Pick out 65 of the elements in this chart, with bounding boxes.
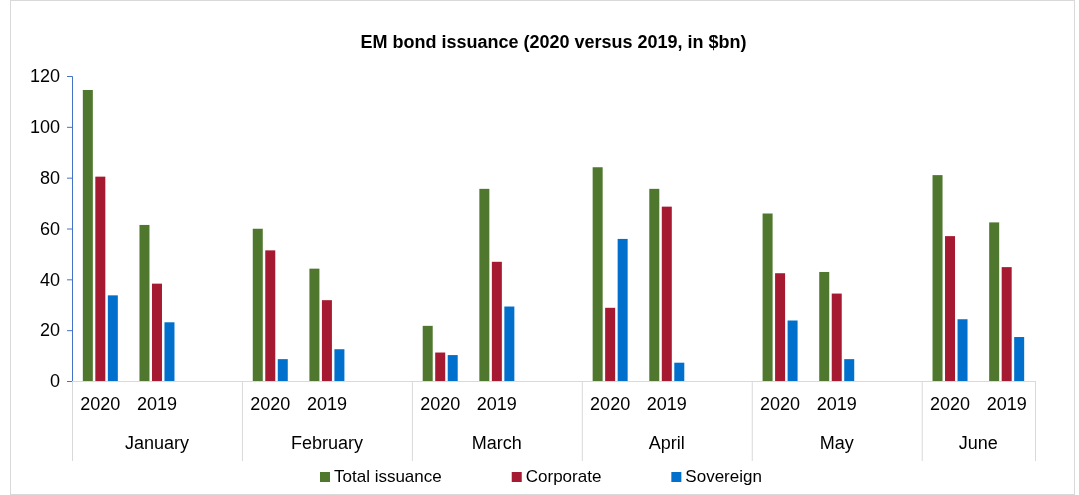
bar — [787, 320, 798, 381]
bar — [945, 236, 956, 381]
x-tick-label: 2019 — [136, 394, 177, 414]
x-tick-label: 2020 — [590, 394, 631, 414]
x-tick-label: 2020 — [420, 394, 461, 414]
x-tick-label: 2020 — [250, 394, 291, 414]
bar — [164, 322, 175, 381]
bar — [265, 250, 276, 381]
bar — [989, 222, 1000, 381]
x-tick-label: 2020 — [930, 394, 971, 414]
bar — [504, 306, 515, 381]
bar — [649, 188, 660, 381]
bar — [334, 349, 345, 381]
y-tick-label: 0 — [49, 371, 60, 392]
bar — [321, 300, 332, 381]
bar — [775, 273, 786, 381]
bar — [1001, 267, 1012, 381]
legend-label: Corporate — [525, 467, 602, 486]
bar — [605, 307, 616, 381]
bar — [252, 228, 263, 381]
x-tick-label: 2019 — [816, 394, 857, 414]
bar — [617, 238, 628, 381]
y-tick-label: 80 — [39, 167, 60, 188]
y-tick-label: 40 — [39, 269, 60, 290]
text: June — [958, 433, 998, 453]
legend-label: Sovereign — [685, 467, 762, 486]
text: May — [819, 433, 854, 453]
x-tick-label: 2019 — [986, 394, 1027, 414]
bar — [661, 206, 672, 381]
text: February — [290, 433, 363, 453]
x-tick-label: 2019 — [476, 394, 517, 414]
bar — [1014, 337, 1025, 381]
text: January — [124, 433, 189, 453]
bar — [151, 283, 162, 381]
bar — [592, 167, 603, 381]
bar — [932, 175, 943, 381]
bar — [674, 362, 685, 381]
bar — [107, 295, 118, 381]
y-tick-label: 120 — [29, 66, 60, 87]
chart-title: EM bond issuance (2020 versus 2019, in $bn) — [360, 32, 747, 52]
y-tick-label: 20 — [39, 320, 60, 341]
bar — [277, 359, 288, 381]
x-tick-label: 2019 — [646, 394, 687, 414]
y-tick-label: 60 — [39, 218, 60, 239]
bar — [957, 319, 968, 381]
bar — [447, 355, 458, 381]
bar — [309, 268, 320, 381]
x-tick-label: 2020 — [80, 394, 121, 414]
legend-label: Total issuance — [334, 467, 442, 486]
y-tick-label: 100 — [29, 117, 60, 138]
bar — [82, 89, 93, 381]
text: April — [648, 433, 685, 453]
bar — [844, 359, 855, 381]
bar — [831, 293, 842, 381]
bar — [491, 261, 502, 381]
bar — [139, 224, 150, 381]
bar — [762, 213, 773, 381]
text: March — [471, 433, 522, 453]
x-tick-label: 2020 — [760, 394, 801, 414]
bar — [479, 188, 490, 381]
bar — [435, 352, 446, 381]
x-tick-label: 2019 — [306, 394, 347, 414]
bar — [422, 325, 433, 381]
bar — [819, 271, 830, 381]
bar — [95, 176, 106, 381]
